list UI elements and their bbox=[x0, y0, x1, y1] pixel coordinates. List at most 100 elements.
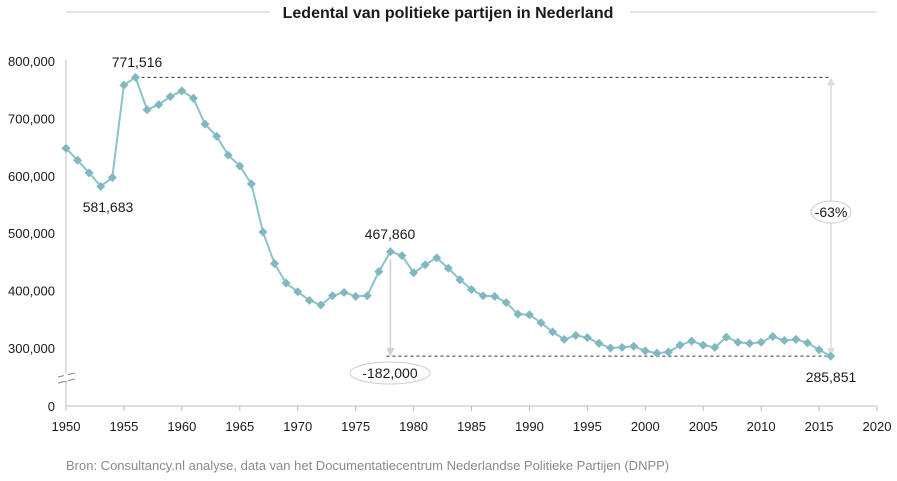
data-point bbox=[733, 337, 743, 347]
x-tick-label: 2015 bbox=[805, 419, 834, 434]
data-point bbox=[316, 300, 326, 310]
data-point bbox=[200, 119, 210, 129]
data-point bbox=[281, 278, 291, 288]
pill-decline-1978 bbox=[349, 361, 431, 385]
data-point bbox=[745, 338, 755, 348]
y-tick-label: 600,000 bbox=[8, 169, 55, 184]
x-tick-label: 1995 bbox=[573, 419, 602, 434]
axis-break-mark bbox=[57, 372, 76, 384]
data-point bbox=[293, 287, 303, 297]
data-point bbox=[270, 259, 280, 269]
data-point bbox=[675, 340, 685, 350]
data-point bbox=[571, 330, 581, 340]
y-tick-label: 700,000 bbox=[8, 111, 55, 126]
data-point bbox=[548, 327, 558, 337]
arrow-head-1978 bbox=[386, 348, 395, 357]
data-point bbox=[802, 338, 812, 348]
x-tick-label: 1955 bbox=[109, 419, 138, 434]
label-decline-total: -63% bbox=[815, 204, 848, 220]
data-point bbox=[374, 267, 384, 277]
data-point bbox=[524, 310, 534, 320]
x-tick-label: 1950 bbox=[52, 419, 81, 434]
x-tick-label: 1965 bbox=[225, 419, 254, 434]
data-point bbox=[698, 340, 708, 350]
data-point bbox=[339, 287, 349, 297]
x-tick-label: 1990 bbox=[515, 419, 544, 434]
data-point bbox=[756, 337, 766, 347]
data-point bbox=[385, 247, 395, 257]
label-max: 771,516 bbox=[112, 54, 163, 70]
data-point bbox=[663, 347, 673, 357]
data-point bbox=[154, 100, 164, 110]
data-point bbox=[490, 291, 500, 301]
data-point bbox=[640, 346, 650, 356]
x-tick-label: 2000 bbox=[631, 419, 660, 434]
y-tick-label: 400,000 bbox=[8, 284, 55, 299]
series-markers bbox=[61, 72, 836, 361]
data-point bbox=[351, 291, 361, 301]
data-point bbox=[73, 155, 83, 165]
data-point bbox=[61, 143, 71, 153]
data-point bbox=[582, 333, 592, 343]
data-point bbox=[327, 291, 337, 301]
data-point bbox=[629, 341, 639, 351]
series-line bbox=[65, 75, 832, 357]
data-point bbox=[96, 181, 106, 191]
data-point bbox=[826, 351, 836, 361]
label-peak-1978: 467,860 bbox=[365, 226, 416, 242]
data-point bbox=[362, 291, 372, 301]
data-point bbox=[420, 260, 430, 270]
data-point bbox=[397, 251, 407, 261]
pill-decline-total bbox=[810, 200, 852, 224]
data-point bbox=[779, 336, 789, 346]
y-tick-label: 800,000 bbox=[8, 54, 55, 69]
data-point bbox=[304, 295, 314, 305]
y-tick-label: 500,000 bbox=[8, 226, 55, 241]
data-point bbox=[131, 72, 141, 82]
label-last: 285,851 bbox=[806, 369, 857, 385]
data-point bbox=[652, 348, 662, 358]
data-point bbox=[721, 332, 731, 342]
x-tick-label: 2010 bbox=[747, 419, 776, 434]
data-point bbox=[455, 275, 465, 285]
data-point bbox=[443, 263, 453, 273]
data-point bbox=[478, 291, 488, 301]
x-tick-label: 1985 bbox=[457, 419, 486, 434]
data-point bbox=[467, 284, 476, 294]
x-tick-label: 2005 bbox=[689, 419, 718, 434]
x-axis-ticks: 1950 1955 1960 1965 1970 1975 1980 1985 1990 1995… bbox=[52, 406, 892, 434]
source-note: Bron: Consultancy.nl analyse, data van h… bbox=[66, 458, 670, 473]
y-tick-label: 300,000 bbox=[8, 341, 55, 356]
data-point bbox=[513, 309, 523, 319]
data-point bbox=[119, 80, 129, 90]
y-axis-ticks: 0 300,000 400,000 500,000 600,000 700,000 800,… bbox=[8, 54, 55, 414]
data-point bbox=[258, 227, 268, 237]
data-point bbox=[501, 298, 511, 308]
y-tick-label: 0 bbox=[48, 399, 55, 414]
data-point bbox=[710, 342, 720, 352]
data-point bbox=[212, 131, 222, 141]
data-point bbox=[606, 343, 616, 353]
data-point bbox=[814, 345, 824, 355]
x-tick-label: 1975 bbox=[341, 419, 370, 434]
data-point bbox=[84, 168, 94, 178]
data-point bbox=[177, 86, 187, 96]
data-point bbox=[559, 334, 569, 344]
label-min-1953: 581,683 bbox=[83, 199, 134, 215]
data-point bbox=[188, 93, 198, 103]
data-point bbox=[791, 334, 801, 344]
x-tick-label: 2020 bbox=[863, 419, 892, 434]
data-point bbox=[235, 161, 245, 171]
data-point bbox=[617, 342, 627, 352]
data-point bbox=[142, 105, 152, 115]
data-point bbox=[768, 332, 778, 342]
data-point bbox=[246, 179, 256, 189]
x-tick-label: 1980 bbox=[399, 419, 428, 434]
chart-title: Ledental van politieke partijen in Neder… bbox=[283, 5, 614, 22]
data-point bbox=[223, 150, 233, 160]
label-decline-1978: -182,000 bbox=[362, 365, 417, 381]
x-tick-label: 1960 bbox=[167, 419, 196, 434]
data-point bbox=[432, 253, 442, 263]
data-point bbox=[687, 336, 697, 346]
